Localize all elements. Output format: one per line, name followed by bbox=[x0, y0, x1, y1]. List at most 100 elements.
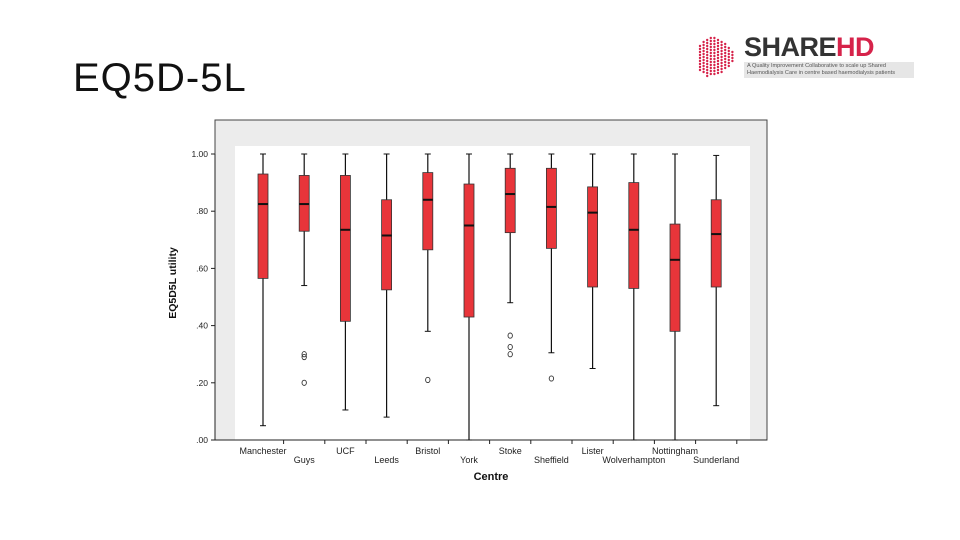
iqr-box bbox=[710, 199, 722, 288]
iqr-box bbox=[669, 223, 681, 332]
logo-dot bbox=[706, 50, 709, 54]
logo-dot bbox=[706, 38, 709, 42]
x-tick-label: Guys bbox=[294, 455, 316, 465]
logo-dot bbox=[720, 67, 723, 71]
logo-dot bbox=[720, 70, 723, 74]
logo-dot bbox=[709, 69, 712, 73]
logo-dot bbox=[720, 49, 723, 53]
iqr-box bbox=[381, 199, 393, 291]
logo-dot bbox=[702, 43, 705, 47]
logo-dot bbox=[709, 72, 712, 76]
logo-dot bbox=[706, 68, 709, 72]
x-tick-label: UCF bbox=[336, 446, 355, 456]
logo-dot bbox=[713, 69, 716, 73]
logo-dot bbox=[731, 53, 734, 57]
logo-dot bbox=[702, 49, 705, 53]
box-sunderland: Sunderland bbox=[693, 154, 739, 465]
logo-dot bbox=[709, 48, 712, 52]
logo-dot bbox=[720, 43, 723, 47]
logo-dot bbox=[716, 68, 720, 72]
logo-dot bbox=[716, 44, 720, 48]
logo-dot bbox=[709, 42, 712, 46]
logo-dot bbox=[706, 71, 709, 75]
box-series: Manchester Guys UCF Leeds Bristol York Stoke Sh… bbox=[239, 153, 739, 465]
logo-dot bbox=[702, 61, 705, 65]
logo-dot bbox=[709, 45, 712, 49]
logo-dot bbox=[716, 50, 720, 54]
box-bristol: Bristol bbox=[415, 153, 449, 456]
logo-wordmark: SHAREHD bbox=[744, 32, 875, 63]
box-guys: Guys bbox=[294, 153, 326, 465]
outlier-point bbox=[301, 379, 307, 386]
logo-dot bbox=[716, 41, 720, 45]
logo-dot bbox=[716, 59, 720, 63]
logo-dot bbox=[706, 41, 709, 45]
logo-dot bbox=[713, 66, 716, 70]
x-tick-label: Sunderland bbox=[693, 455, 739, 465]
logo-dot bbox=[713, 57, 716, 61]
slide-title: EQ5D-5L bbox=[73, 56, 247, 100]
logo-dot bbox=[731, 56, 734, 60]
logo-dot bbox=[724, 60, 727, 64]
logo-dot bbox=[727, 49, 730, 53]
logo-dot bbox=[713, 63, 716, 67]
box-stoke: Stoke bbox=[499, 153, 532, 456]
logo-dot bbox=[706, 44, 709, 48]
logo-dot bbox=[727, 55, 730, 59]
logo-dot bbox=[709, 60, 712, 64]
logo-dot bbox=[709, 54, 712, 58]
logo-tagline-line1: A Quality Improvement Collaborative to s… bbox=[747, 63, 886, 69]
logo-dot bbox=[698, 56, 702, 60]
logo-dot bbox=[724, 63, 727, 67]
logo-dot bbox=[698, 47, 702, 51]
logo-dot bbox=[720, 55, 723, 59]
outlier-point bbox=[548, 375, 555, 382]
logo-dot bbox=[706, 56, 709, 60]
logo-tagline-line2: Haemodialysis Care in centre based haemo… bbox=[747, 70, 895, 76]
logo-dot bbox=[713, 36, 716, 40]
logo-dot bbox=[706, 59, 709, 63]
box-manchester: Manchester bbox=[239, 153, 287, 456]
x-tick-label: Bristol bbox=[415, 446, 440, 456]
logo-dot bbox=[716, 65, 720, 69]
logo-dot bbox=[698, 62, 702, 66]
logo-dot bbox=[720, 52, 723, 56]
logo-dot bbox=[716, 38, 720, 42]
logo-dot bbox=[702, 46, 705, 50]
logo-dot bbox=[698, 50, 702, 54]
logo-dot bbox=[709, 57, 712, 61]
logo-dot bbox=[709, 36, 712, 40]
x-tick-label: Leeds bbox=[374, 455, 399, 465]
logo-dot bbox=[698, 53, 702, 57]
sharehd-dot-mark-icon bbox=[698, 36, 734, 78]
box-sheffield: Sheffield bbox=[534, 153, 573, 465]
logo-dot bbox=[709, 39, 712, 43]
logo-dot bbox=[709, 51, 712, 55]
logo-dot bbox=[702, 64, 705, 68]
logo-dot bbox=[706, 65, 709, 69]
logo-dot bbox=[713, 72, 716, 76]
logo-dot bbox=[702, 52, 705, 56]
outlier-point bbox=[507, 351, 513, 358]
x-tick-label: Wolverhampton bbox=[602, 455, 665, 465]
y-tick-label: .20 bbox=[196, 378, 208, 388]
logo-dot bbox=[727, 61, 730, 65]
outlier-point bbox=[507, 332, 513, 339]
logo-dot bbox=[702, 67, 705, 71]
box-wolverhampton: Wolverhampton bbox=[602, 153, 665, 465]
y-tick-label: .00 bbox=[196, 435, 208, 445]
sharehd-logo: SHAREHD A Quality Improvement Collaborat… bbox=[694, 32, 916, 82]
x-tick-label: York bbox=[460, 455, 478, 465]
logo-dot bbox=[720, 58, 723, 62]
outlier-point bbox=[425, 376, 431, 383]
y-tick-label: .80 bbox=[196, 206, 208, 216]
box-nottingham: Nottingham bbox=[652, 153, 698, 456]
y-tick-label: 1.00 bbox=[191, 149, 208, 159]
iqr-box bbox=[463, 183, 475, 318]
box-york: York bbox=[460, 153, 491, 465]
logo-dot bbox=[716, 56, 720, 60]
x-axis-label: Centre bbox=[474, 471, 509, 483]
logo-dot bbox=[706, 62, 709, 66]
x-tick-label: Stoke bbox=[499, 446, 522, 456]
axes: .00 .20 .40 .60 .80 1.00 bbox=[191, 146, 767, 445]
